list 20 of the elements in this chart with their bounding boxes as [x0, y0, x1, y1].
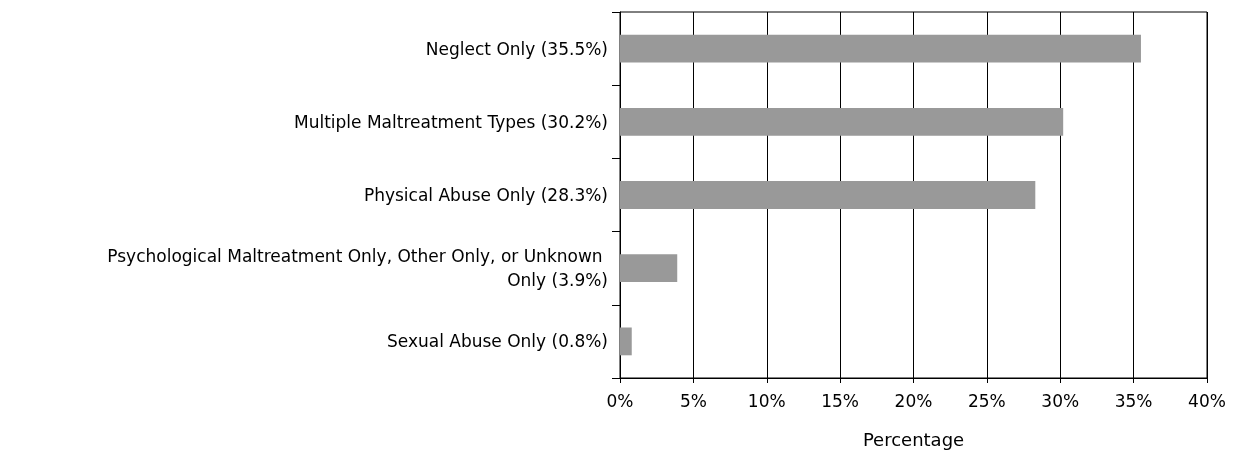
- x-tick-label: 40%: [1188, 390, 1226, 411]
- bar: [620, 254, 678, 283]
- x-tick-label: 30%: [1041, 390, 1080, 411]
- x-tick-label: 25%: [967, 390, 1006, 411]
- y-tick-label: Sexual Abuse Only (0.8%): [386, 331, 608, 352]
- y-tick-label: Multiple Maltreatment Types (30.2%): [293, 111, 608, 132]
- x-tick-label: 15%: [821, 390, 860, 411]
- bar: [620, 34, 1141, 63]
- x-tick-label: 10%: [747, 390, 786, 411]
- x-tick-label: 0%: [606, 390, 634, 411]
- y-tick-label: Physical Abuse Only (28.3%): [363, 185, 608, 205]
- bar: [620, 327, 632, 356]
- y-tick-label: Neglect Only (35.5%): [425, 38, 608, 59]
- x-axis-title: Percentage: [862, 428, 965, 450]
- x-tick-label: 5%: [679, 390, 707, 411]
- bar: [620, 107, 1064, 136]
- bar: [620, 181, 1036, 209]
- x-tick-label: 20%: [894, 390, 933, 411]
- y-tick-label: Psychological Maltreatment Only, Other Only, or Unknown Only (3.9%): [107, 246, 608, 291]
- x-tick-label: 35%: [1114, 390, 1153, 411]
